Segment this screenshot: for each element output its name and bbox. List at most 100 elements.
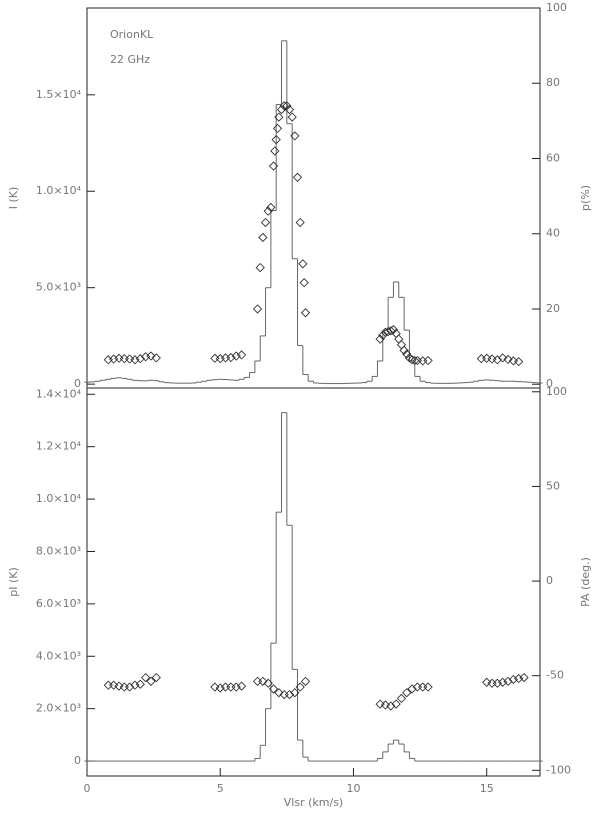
diamond-marker [498,353,508,363]
diamond-marker [274,112,284,122]
diamond-marker [215,354,225,364]
diamond-marker [514,357,524,367]
diamond-marker [279,101,289,111]
diamond-marker [266,202,276,213]
diamond-marker [130,355,140,365]
diamond-marker [492,678,503,688]
diamond-marker [124,354,135,364]
y2-tick-label: 40 [546,227,560,240]
diamond-marker [423,682,433,692]
diamond-marker [274,688,284,698]
y-tick-label: 1.2×10⁴ [36,440,82,453]
diamond-marker [407,355,417,365]
diamond-marker [290,688,300,698]
diamond-marker [272,123,283,134]
diamond-marker [503,354,513,365]
diamond-marker [252,676,263,687]
y-tick-label: 4.0×10³ [36,649,81,662]
diamond-marker [394,334,404,344]
y2-tick-label: 80 [546,76,560,89]
diamond-marker [418,682,428,692]
diamond-marker [215,683,225,693]
annotation: OrionKL [110,28,154,41]
plot-frame [86,387,541,777]
diamond-marker [402,349,412,359]
y2-tick-label: -100 [546,763,571,776]
diamond-marker [292,172,303,182]
diamond-marker [476,354,487,364]
diamond-marker [386,701,396,711]
y-tick-label: 6.0×10³ [36,597,81,610]
diamond-marker [380,327,391,337]
diamond-marker [258,232,268,243]
diamond-marker [231,682,241,692]
diamond-marker [146,676,156,687]
diamond-marker [482,353,492,363]
y-tick-label: 0 [74,754,81,767]
diamond-marker [508,356,518,366]
diamond-marker [140,352,151,362]
diamond-marker [210,682,220,692]
diamond-marker [135,354,145,364]
diamond-marker [503,676,513,687]
diamond-marker [268,161,279,171]
diamond-marker [252,304,263,314]
y2-axis-label: PA (deg.) [579,557,592,607]
diamond-marker [391,699,401,709]
y-tick-label: 8.0×10³ [36,544,81,557]
diamond-marker [226,352,236,363]
diamond-marker [287,112,297,122]
diamond-marker [418,356,428,366]
y2-tick-label: 60 [546,151,560,164]
diamond-marker [258,676,268,687]
diamond-marker [271,135,281,145]
y-tick-label: 0 [74,377,81,390]
diamond-marker [295,682,305,692]
diamond-marker [284,689,295,700]
y2-tick-label: 100 [546,1,567,14]
diamond-marker [404,353,415,363]
y-tick-label: 2.0×10³ [36,702,81,715]
y-tick-label: 1.4×10⁴ [36,387,82,400]
diamond-marker [276,104,287,115]
x-tick-label: 10 [346,782,360,795]
diamond-marker [146,351,156,361]
diamond-marker [119,354,129,364]
diamond-marker [263,678,273,688]
y2-tick-label: 0 [546,574,553,587]
diamond-marker [109,680,119,690]
diamond-marker [114,681,124,691]
diamond-marker [103,355,113,365]
diamond-marker [375,334,385,344]
x-tick-label: 5 [217,782,224,795]
diamond-marker [263,206,273,216]
diamond-marker [399,345,409,356]
diamond-marker [236,350,247,360]
annotation: 22 GHz [110,53,150,66]
diamond-marker [519,672,529,683]
diamond-marker [492,355,503,365]
diamond-marker [151,353,161,363]
diamond-marker [130,680,140,690]
diamond-marker [410,355,420,366]
diamond-marker [255,262,265,273]
x-tick-label: 0 [84,782,91,795]
diamond-marker [514,673,524,684]
plot-frame [86,7,541,389]
y2-tick-label: 20 [546,302,560,315]
diamond-marker [298,259,308,269]
diamond-marker [210,353,220,363]
diamond-marker [407,684,417,694]
diamond-marker [282,101,292,111]
diamond-marker [236,681,247,691]
diamond-marker [140,672,151,683]
diamond-marker [268,684,279,694]
diamond-marker [498,677,508,687]
diamond-marker [378,330,388,340]
diamond-marker [388,325,399,335]
diamond-marker [270,146,280,156]
diamond-marker [423,355,433,366]
diamond-marker [375,699,385,709]
diamond-marker [290,131,300,141]
